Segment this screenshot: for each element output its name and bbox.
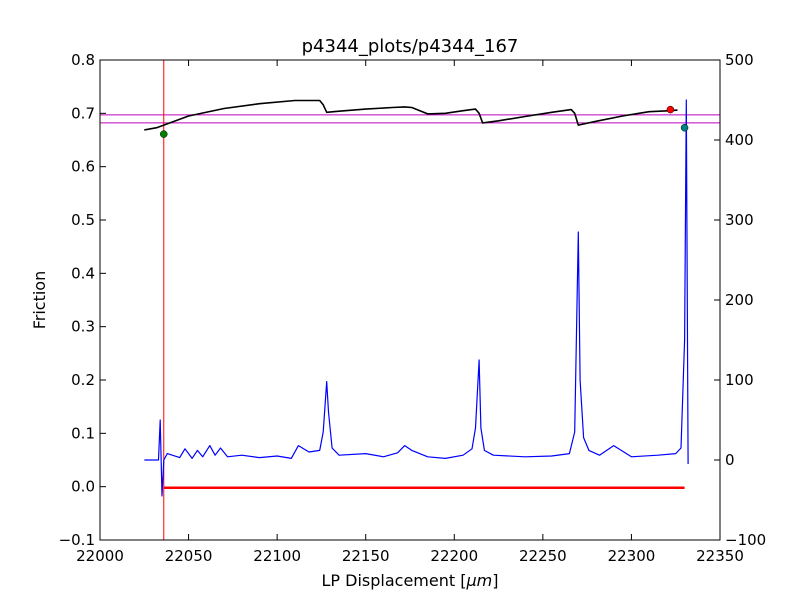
data-point-marker (160, 130, 168, 138)
x-axis-label-main: LP Displacement [ (322, 571, 467, 590)
left-y-tick-label: 0.2 (71, 371, 95, 389)
x-tick-label: 22250 (519, 547, 567, 565)
x-axis-label: LP Displacement [μm] (322, 571, 499, 590)
left-y-tick-label: 0.3 (71, 318, 95, 336)
left-y-tick-label: 0.6 (71, 158, 95, 176)
x-axis-label-unit: μm (465, 571, 492, 590)
left-y-tick-label: 0.1 (71, 424, 95, 442)
data-point-marker (680, 123, 689, 132)
right-y-tick-label: 300 (725, 211, 754, 229)
plot-area (100, 60, 720, 540)
right-y-tick-label: 200 (725, 291, 754, 309)
left-y-tick-label: −0.1 (59, 531, 95, 549)
x-tick-label: 22300 (608, 547, 656, 565)
left-y-tick-label: 0.4 (71, 264, 95, 282)
x-axis-label-close: ] (492, 571, 498, 590)
left-y-tick-label: 0.5 (71, 211, 95, 229)
x-tick-label: 22100 (253, 547, 301, 565)
reference-lines (100, 60, 720, 540)
right-y-axis-ticks: −100 0 100 200 300 400 500 (714, 51, 766, 549)
chart-title: p4344_plots/p4344_167 (302, 36, 519, 57)
marker-layer (160, 105, 689, 138)
series-layer (144, 99, 689, 497)
x-tick-label: 22150 (342, 547, 390, 565)
right-y-tick-label: 0 (725, 451, 735, 469)
friction-series-line (144, 99, 678, 131)
left-y-axis-ticks: −0.1 0.0 0.1 0.2 0.3 0.4 0.5 0.6 0.7 0.8 (59, 51, 106, 549)
right-y-tick-label: 100 (725, 371, 754, 389)
data-point-marker (666, 105, 675, 114)
left-y-tick-label: 0.7 (71, 104, 95, 122)
x-tick-label: 22050 (165, 547, 213, 565)
x-tick-label: 22350 (696, 547, 744, 565)
x-axis-ticks: 22000 22050 22100 22150 22200 22250 22300 22350 (76, 60, 744, 565)
x-tick-label: 22000 (76, 547, 124, 565)
left-y-tick-label: 0.8 (71, 51, 95, 69)
y-axis-label: Friction (30, 271, 49, 330)
right-y-tick-label: 500 (725, 51, 754, 69)
left-y-tick-label: 0.0 (71, 478, 95, 496)
signal-series-line (144, 99, 689, 497)
x-tick-label: 22200 (430, 547, 478, 565)
right-y-tick-label: 400 (725, 131, 754, 149)
right-y-tick-label: −100 (725, 531, 766, 549)
